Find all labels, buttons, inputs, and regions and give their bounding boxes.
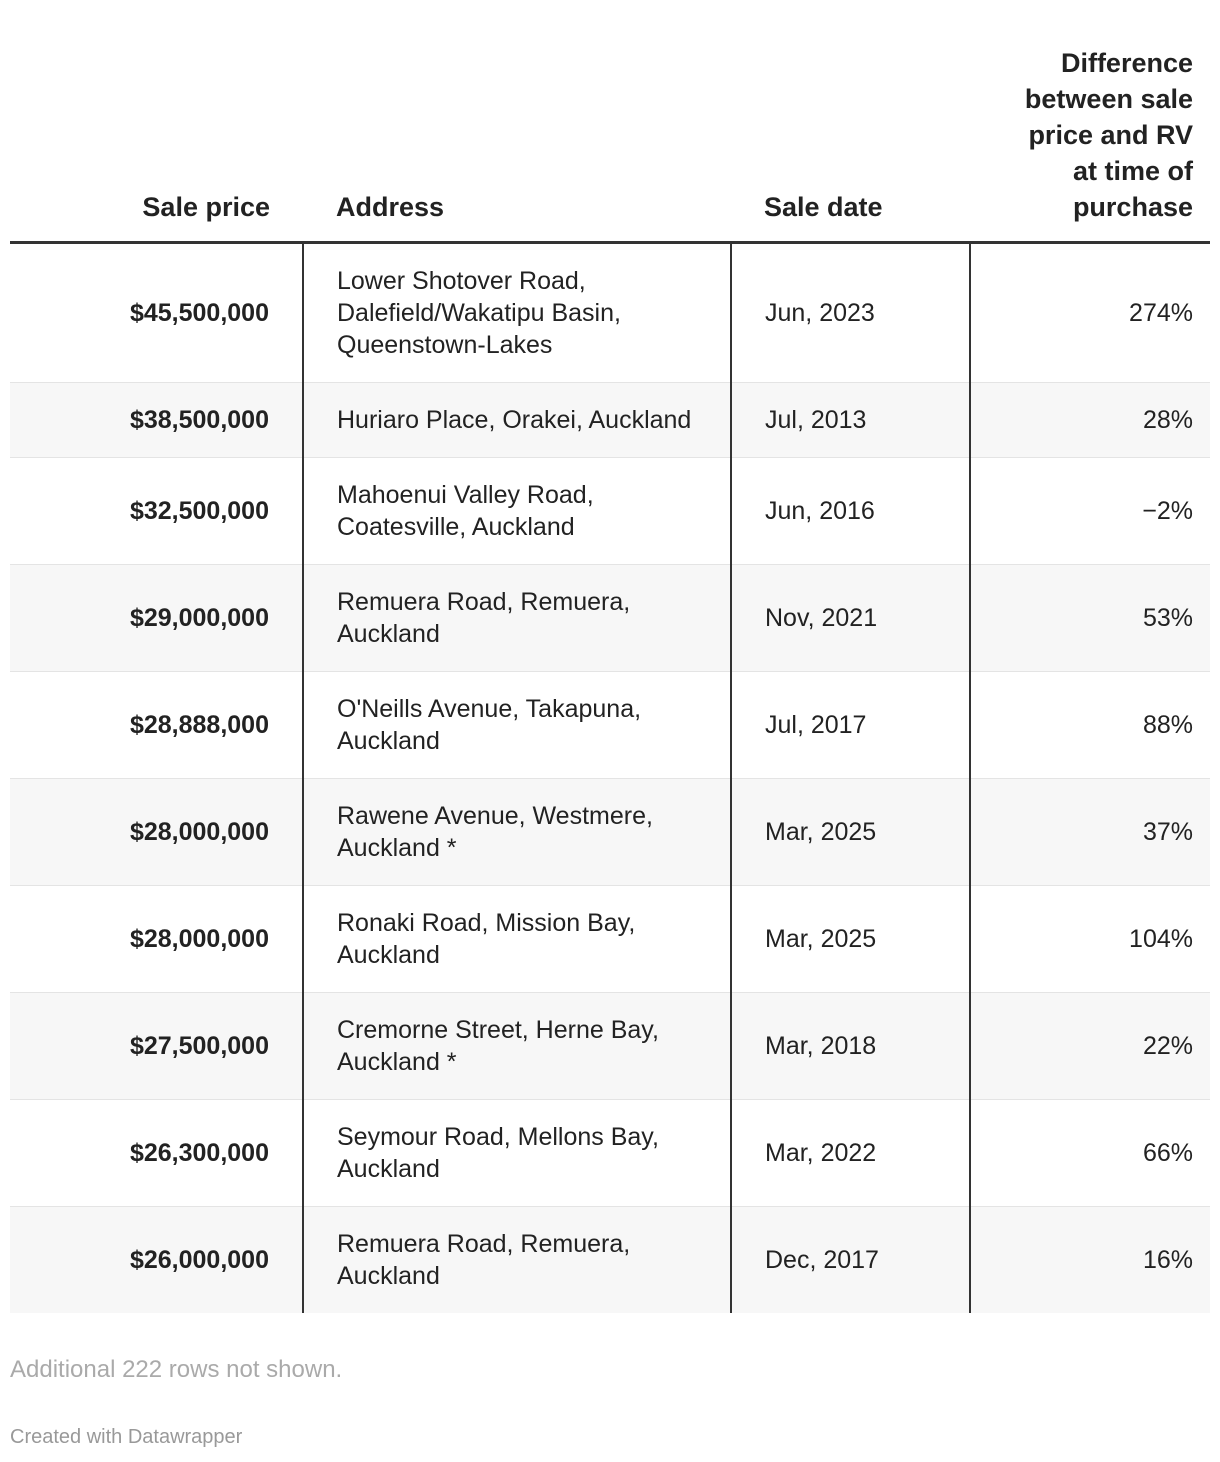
table-cell: 28%	[969, 382, 1210, 458]
table-cell: Huriaro Place, Orakei, Auckland	[302, 382, 731, 458]
table-cell: Cremorne Street, Herne Bay, Auckland *	[302, 992, 731, 1100]
table-cell: Remuera Road, Remuera, Auckland	[302, 564, 731, 672]
table-cell: $27,500,000	[10, 992, 303, 1100]
table: Sale price Address Sale date Difference bet…	[10, 0, 1210, 1313]
header-text: Sale price	[142, 192, 270, 222]
table-cell: Seymour Road, Mellons Bay, Auckland	[302, 1099, 731, 1207]
table-cell: Mar, 2025	[730, 885, 970, 993]
credit: Created with Datawrapper	[10, 1426, 243, 1448]
table-cell: Mar, 2025	[730, 778, 970, 886]
table-row: $38,500,000 Huriaro Place, Orakei, Auckla…	[10, 382, 1210, 458]
table-cell: Rawene Avenue, Westmere, Auckland *	[302, 778, 731, 886]
footer-note: Additional 222 rows not shown.	[10, 1356, 343, 1383]
table-cell: Jul, 2013	[730, 382, 970, 458]
table-cell: $28,000,000	[10, 885, 303, 993]
header-text: Sale date	[764, 192, 883, 222]
table-cell: $28,000,000	[10, 778, 303, 886]
table-cell: Mar, 2022	[730, 1099, 970, 1207]
table-cell: 104%	[969, 885, 1210, 993]
table-row: $32,500,000 Mahoenui Valley Road, Coatesv…	[10, 457, 1210, 565]
table-row: $26,300,000 Seymour Road, Mellons Bay, Au…	[10, 1099, 1210, 1207]
table-body: $45,500,000 Lower Shotover Road, Dalefiel…	[10, 242, 1210, 1313]
header-row: Sale price Address Sale date Difference bet…	[10, 0, 1210, 244]
table-cell: 274%	[969, 242, 1210, 383]
column-header: Sale price	[10, 0, 303, 244]
table-cell: Mar, 2018	[730, 992, 970, 1100]
table-cell: 16%	[969, 1206, 1210, 1313]
table-cell: Nov, 2021	[730, 564, 970, 672]
table-wrap: Sale price Address Sale date Difference bet…	[10, 0, 1210, 1313]
table-cell: Remuera Road, Remuera, Auckland	[302, 1206, 731, 1313]
table-head: Sale price Address Sale date Difference bet…	[10, 0, 1210, 244]
table-cell: $26,300,000	[10, 1099, 303, 1207]
column-header: Sale date	[731, 0, 970, 244]
table-cell: Ronaki Road, Mission Bay, Auckland	[302, 885, 731, 993]
column-header: Difference between sale price and RV at …	[970, 0, 1210, 244]
table-cell: Dec, 2017	[730, 1206, 970, 1313]
table-cell: Jul, 2017	[730, 671, 970, 779]
header-text: Difference between sale price and RV at …	[1024, 48, 1193, 222]
table-row: $26,000,000 Remuera Road, Remuera, Auckla…	[10, 1206, 1210, 1313]
table-cell: 37%	[969, 778, 1210, 886]
table-cell: $45,500,000	[129, 299, 269, 327]
table-row: $27,500,000 Cremorne Street, Herne Bay, A…	[10, 992, 1210, 1100]
table-cell: Lower Shotover Road, Dalefield/Wakatipu …	[302, 242, 731, 383]
column-header: Address	[303, 0, 731, 244]
table-cell: $38,500,000	[10, 382, 303, 458]
table-cell: $26,000,000	[10, 1206, 303, 1313]
table-row: $28,000,000 Rawene Avenue, Westmere, Auck…	[10, 778, 1210, 886]
table-cell: Jun, 2016	[730, 457, 970, 565]
header-text: Address	[336, 192, 445, 222]
table-cell: 66%	[969, 1099, 1210, 1207]
table-cell: O'Neills Avenue, Takapuna, Auckland	[302, 671, 731, 779]
table-cell: −2%	[969, 457, 1210, 565]
table-cell: $32,500,000	[10, 457, 303, 565]
table-cell: 22%	[969, 992, 1210, 1100]
table-cell: Jun, 2023	[730, 242, 970, 383]
table-row: $29,000,000 Remuera Road, Remuera, Auckla…	[10, 564, 1210, 672]
table-row: $28,888,000 O'Neills Avenue, Takapuna, Au…	[10, 671, 1210, 779]
table-cell: 88%	[969, 671, 1210, 779]
table-row: $28,000,000 Ronaki Road, Mission Bay, Auc…	[10, 885, 1210, 993]
table-cell: $28,888,000	[10, 671, 303, 779]
table-cell: $29,000,000	[10, 564, 303, 672]
table-row: $45,500,000 Lower Shotover Road, Dalefiel…	[10, 242, 1210, 383]
table-cell: 53%	[969, 564, 1210, 672]
table-cell: Mahoenui Valley Road, Coatesville, Auckl…	[302, 457, 731, 565]
